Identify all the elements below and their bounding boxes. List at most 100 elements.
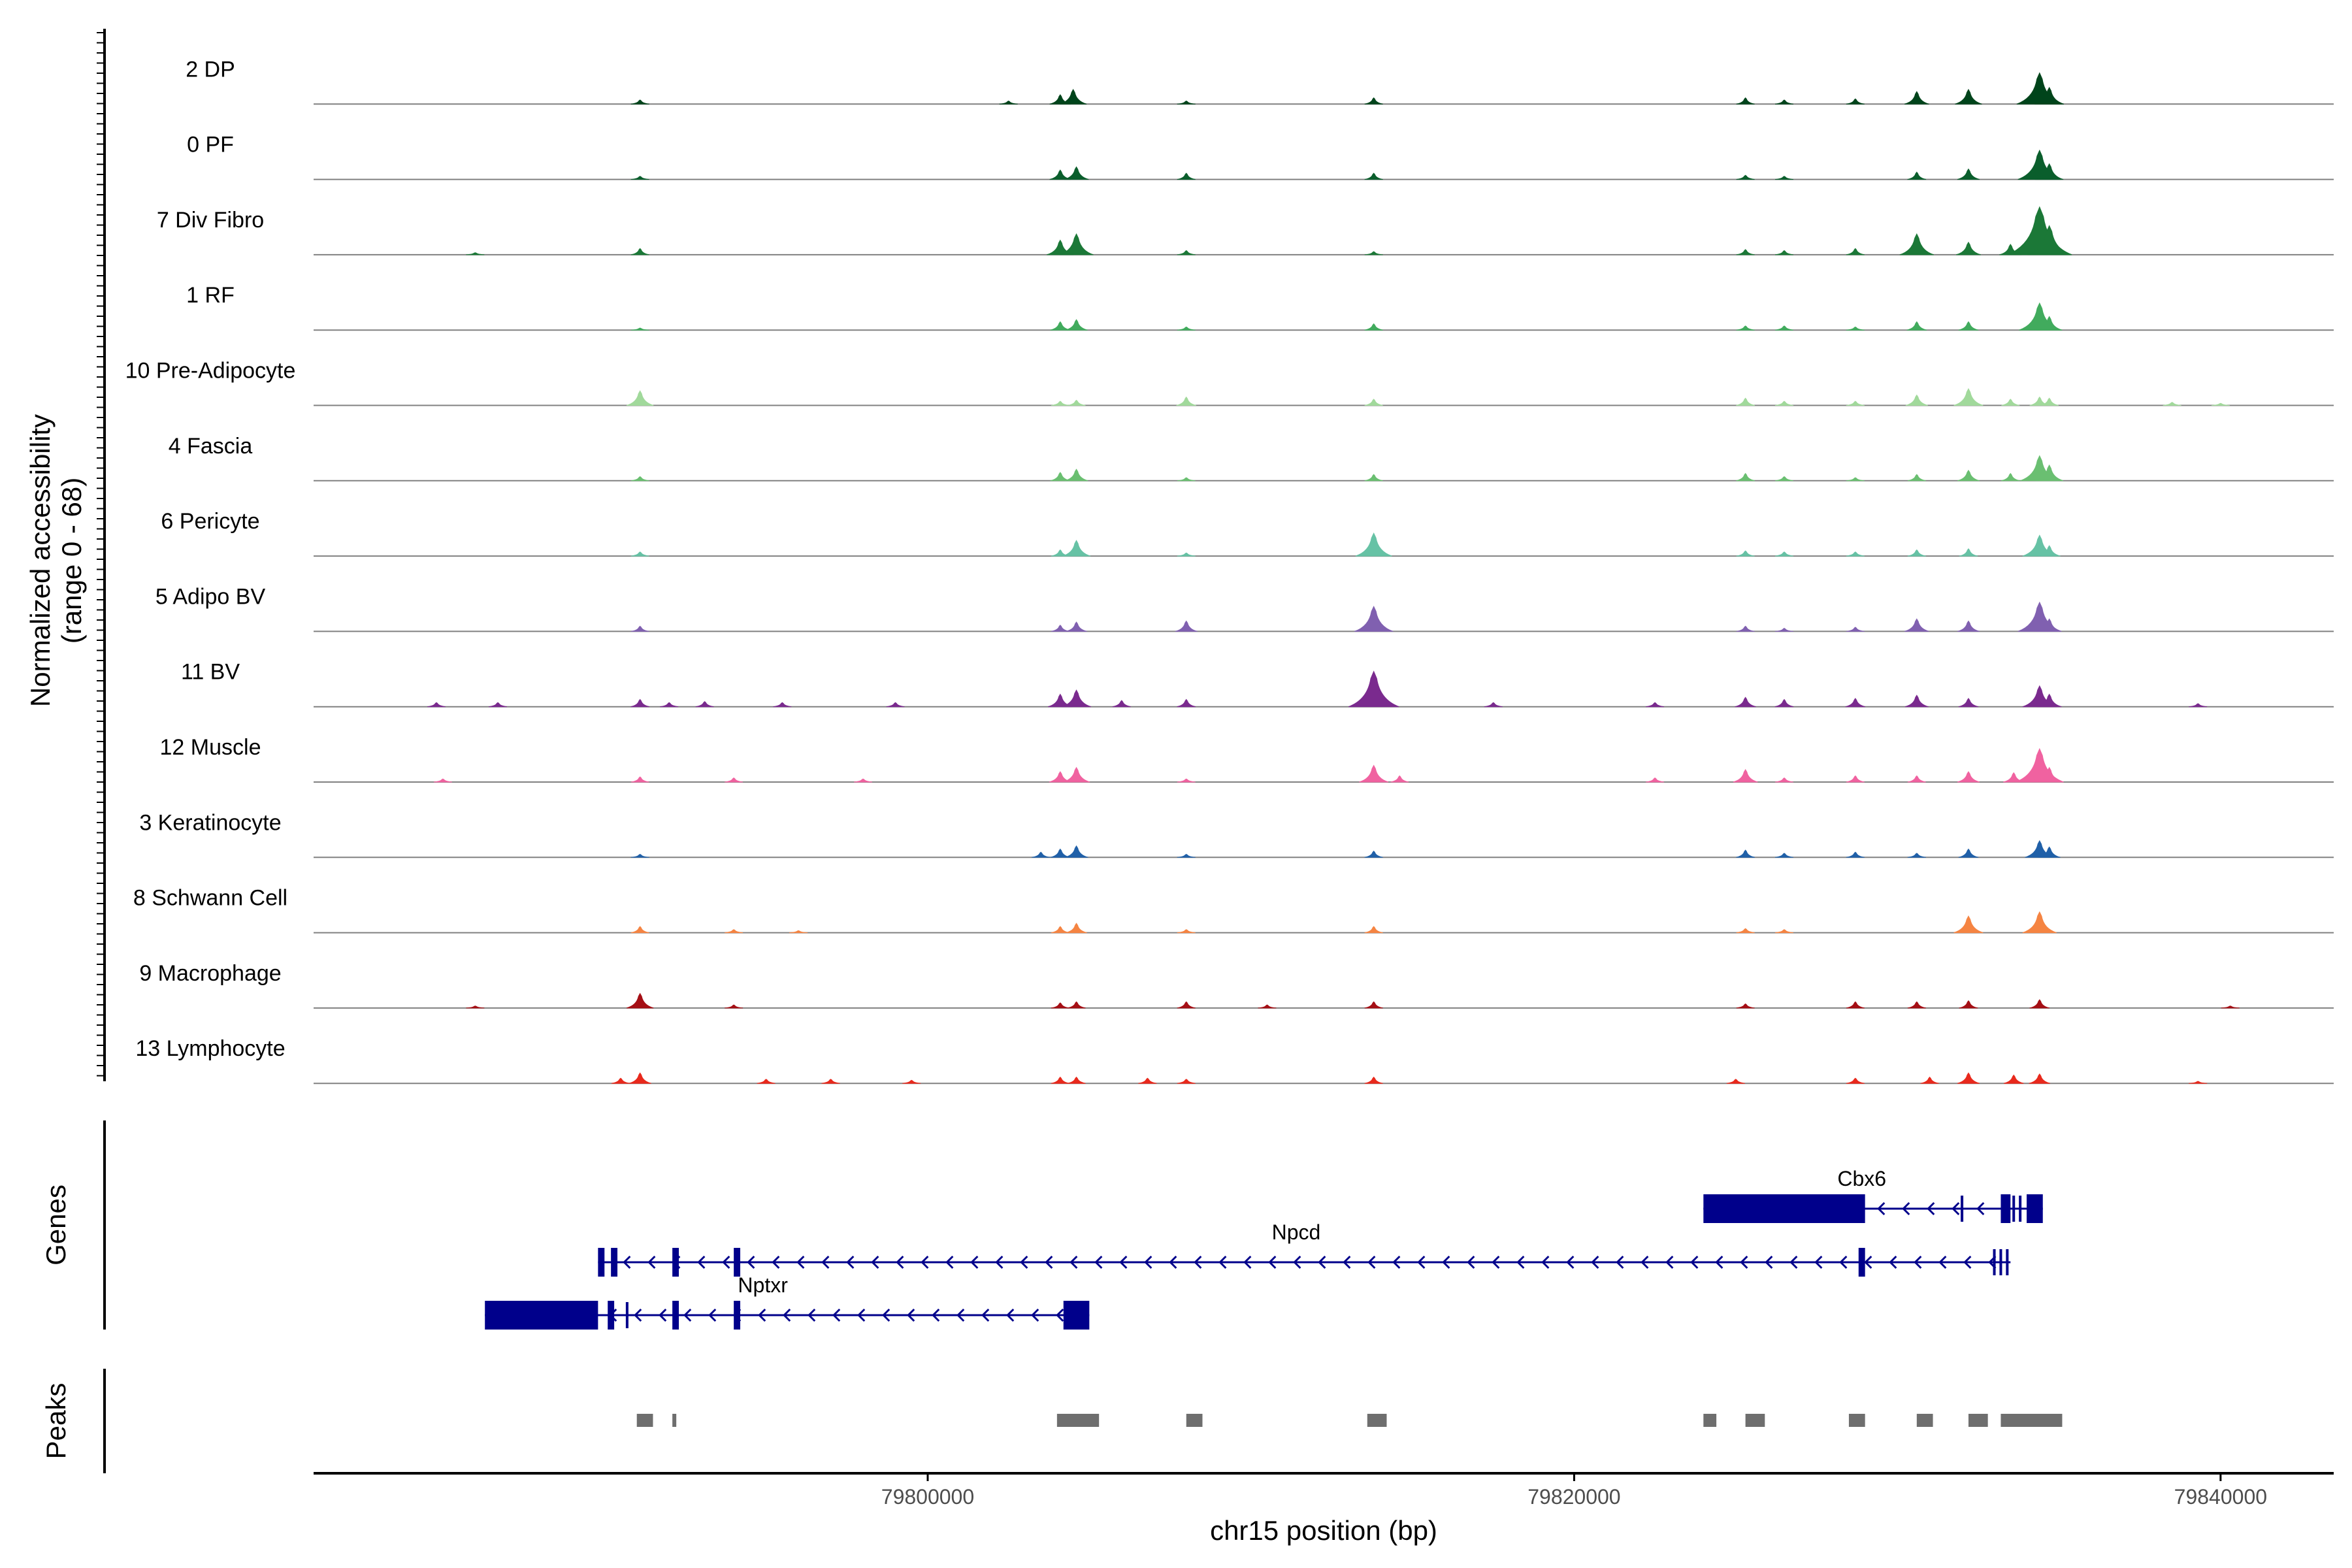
strand-arrow xyxy=(1218,1255,1227,1269)
coverage-peak xyxy=(1733,768,1758,783)
strand-arrow xyxy=(1641,1255,1649,1269)
coverage-peak xyxy=(1957,168,1980,180)
coverage-peak xyxy=(1774,476,1794,482)
coverage-peak xyxy=(630,926,649,934)
strand-arrow xyxy=(1056,1308,1064,1322)
coverage-peak xyxy=(1907,853,1926,858)
peak-region xyxy=(2001,1414,2063,1427)
track-10: 3 Keratinocyte xyxy=(139,810,2334,858)
coverage-peak xyxy=(1774,250,1794,255)
track-12: 9 Macrophage xyxy=(139,961,2334,1009)
strand-arrow xyxy=(647,1255,656,1269)
coverage-peak xyxy=(1957,469,1980,482)
strand-arrow xyxy=(1006,1308,1015,1322)
coverage-peak xyxy=(433,778,452,783)
coverage-peak xyxy=(1062,766,1090,783)
strand-arrow xyxy=(871,1255,879,1269)
strand-arrow xyxy=(857,1308,866,1322)
peak-region xyxy=(672,1414,677,1427)
strand-arrow xyxy=(970,1255,979,1269)
coverage-peak xyxy=(1390,775,1409,783)
coverage-peak xyxy=(660,702,679,708)
strand-arrow xyxy=(1765,1255,1773,1269)
coverage-peak xyxy=(1176,396,1197,406)
coverage-peak xyxy=(1177,552,1196,557)
track-13: 13 Lymphocyte xyxy=(135,1036,2334,1085)
coverage-peak xyxy=(629,1072,651,1084)
coverage-peak xyxy=(466,1005,485,1009)
coverage-peak xyxy=(2035,766,2063,783)
coverage-peak xyxy=(630,776,649,783)
coverage-peak xyxy=(725,777,743,783)
track-label: 8 Schwann Cell xyxy=(133,886,287,911)
gene-cbx6: Cbx6 xyxy=(1703,1167,2043,1223)
track-1: 0 PF xyxy=(187,133,2334,180)
coverage-peak xyxy=(1774,698,1794,708)
peak-region xyxy=(1745,1414,1765,1427)
strand-arrow xyxy=(697,1255,706,1269)
track-label: 1 RF xyxy=(186,283,235,308)
coverage-peak xyxy=(1736,849,1756,858)
coverage-peak xyxy=(2221,1005,2240,1009)
exon xyxy=(1063,1301,1090,1330)
coverage-peak xyxy=(1920,1076,1939,1084)
track-label: 11 BV xyxy=(181,660,240,685)
coverage-peak xyxy=(1907,775,1926,783)
coverage-peak xyxy=(1177,698,1196,708)
coverage-peak xyxy=(821,1079,840,1084)
strand-arrow xyxy=(882,1308,890,1322)
coverage-peak xyxy=(1050,321,1071,331)
track-5: 4 Fascia xyxy=(169,434,2334,482)
strand-arrow xyxy=(1467,1255,1475,1269)
coverage-peak xyxy=(1735,696,1756,708)
gene-label: Npcd xyxy=(1272,1220,1321,1244)
coverage-tracks: 2 DP 0 PF 7 Div Fibro 1 RF 10 Pre-Adipocyte 4… xyxy=(125,57,2334,1085)
strand-arrow xyxy=(659,1308,667,1322)
coverage-peak xyxy=(1958,848,1979,858)
coverage-peak xyxy=(1177,172,1196,180)
coverage-peak xyxy=(2040,397,2059,406)
strand-arrow xyxy=(896,1255,904,1269)
x-axis-ticks: 79800000 79820000 79840000 xyxy=(881,1473,2267,1509)
coverage-peak xyxy=(1364,474,1383,482)
track-2: 7 Div Fibro xyxy=(157,206,2334,255)
coverage-peak xyxy=(1175,620,1198,632)
peak-region xyxy=(1968,1414,1988,1427)
coverage-peak xyxy=(2038,545,2061,557)
strand-arrow xyxy=(1889,1255,1897,1269)
coverage-peak xyxy=(630,853,649,858)
strand-arrow xyxy=(832,1308,841,1322)
exon xyxy=(672,1248,679,1277)
strand-arrow xyxy=(1690,1255,1699,1269)
coverage-peak xyxy=(1846,248,1865,255)
coverage-peak xyxy=(1845,698,1866,708)
track-0: 2 DP xyxy=(186,57,2334,105)
coverage-peak xyxy=(1905,394,1928,406)
strand-arrow xyxy=(1492,1255,1500,1269)
coverage-peak xyxy=(1736,249,1755,255)
coverage-peak xyxy=(1364,97,1383,105)
coverage-peak xyxy=(1846,851,1865,858)
strand-arrow xyxy=(1927,1201,1935,1216)
coverage-peak xyxy=(1953,915,1984,934)
coverage-peak xyxy=(1051,625,1070,632)
coverage-peak xyxy=(1907,474,1926,482)
peaks-panel-label: Peaks xyxy=(41,1383,71,1460)
coverage-peak xyxy=(1364,323,1383,331)
coverage-peak xyxy=(427,702,446,708)
strand-arrow xyxy=(1789,1255,1798,1269)
coverage-peak xyxy=(2038,846,2061,858)
exon-small xyxy=(625,1302,629,1328)
gene-npcd: Npcd xyxy=(598,1220,2011,1277)
coverage-peak xyxy=(886,702,905,708)
track-label: 5 Adipo BV xyxy=(155,584,266,609)
exon xyxy=(1703,1194,1865,1223)
coverage-peak xyxy=(1051,1002,1070,1009)
coverage-peak xyxy=(1177,929,1196,934)
coverage-peak xyxy=(2189,1081,2208,1084)
strand-arrow xyxy=(722,1255,730,1269)
coverage-peak xyxy=(630,248,649,255)
coverage-peak xyxy=(1736,1003,1755,1009)
track-label: 4 Fascia xyxy=(169,434,253,459)
